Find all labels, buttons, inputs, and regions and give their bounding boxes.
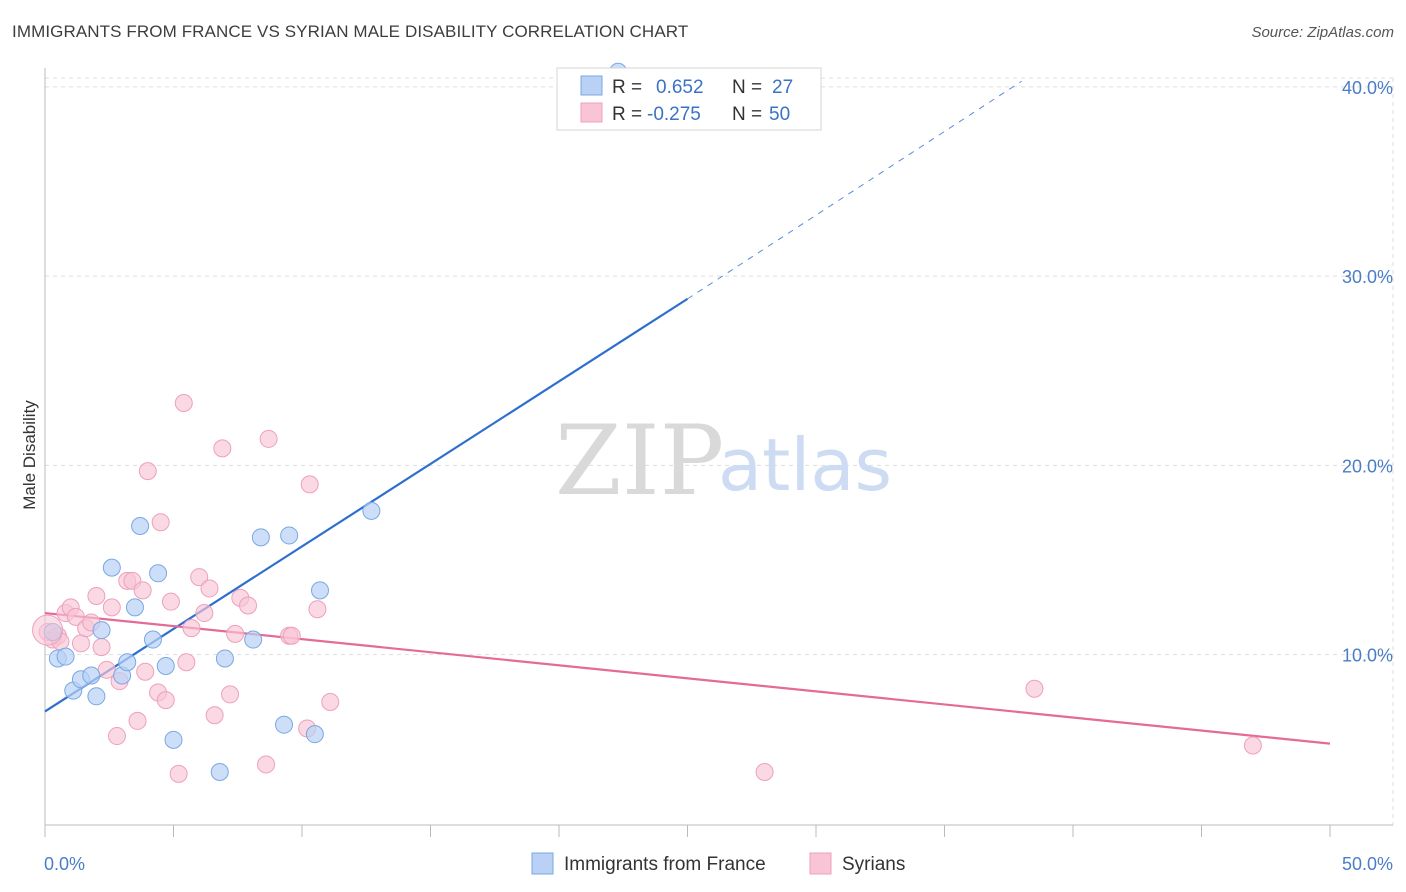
- point-syrians: [138, 462, 157, 481]
- legend-r-value-france: 0.652: [656, 77, 704, 98]
- bottom-legend: Immigrants from France Syrians: [531, 852, 905, 875]
- point-france: [251, 528, 270, 547]
- point-syrians: [200, 579, 219, 598]
- point-france: [82, 666, 101, 685]
- point-france: [164, 730, 183, 749]
- point-syrians: [102, 598, 121, 617]
- bottom-legend-label-syrians: Syrians: [842, 854, 905, 875]
- point-syrians: [239, 596, 258, 615]
- y-tick-label: 40.0%: [1342, 78, 1393, 98]
- bottom-legend-swatch-syrians: [809, 852, 832, 875]
- point-france: [280, 526, 299, 545]
- point-syrians-cluster: [32, 614, 64, 646]
- point-syrians: [87, 587, 106, 606]
- point-france: [275, 715, 294, 734]
- point-france: [210, 763, 229, 782]
- bottom-legend-swatch-france: [531, 852, 554, 875]
- point-syrians: [221, 685, 240, 704]
- point-france: [310, 581, 329, 600]
- point-syrians: [161, 592, 180, 611]
- legend-r-label-syrians: R =: [612, 104, 642, 125]
- point-syrians: [128, 711, 147, 730]
- point-syrians: [1243, 736, 1262, 755]
- point-syrians: [71, 634, 90, 653]
- point-france: [131, 516, 150, 535]
- point-france: [156, 657, 175, 676]
- point-syrians: [226, 624, 245, 643]
- legend: R = 0.652 N = 27 R = -0.275 N = 50: [556, 67, 822, 131]
- point-syrians: [755, 763, 774, 782]
- point-france: [305, 725, 324, 744]
- point-syrians: [174, 393, 193, 412]
- point-syrians: [1025, 679, 1044, 698]
- point-syrians: [151, 513, 170, 532]
- point-france: [118, 653, 137, 672]
- chart-source: Source: ZipAtlas.com: [1251, 24, 1394, 41]
- y-tick-label: 10.0%: [1342, 646, 1393, 666]
- x-tick-label-min: 0.0%: [44, 854, 85, 874]
- bottom-legend-label-france: Immigrants from France: [564, 854, 766, 875]
- y-tick-label: 30.0%: [1342, 267, 1393, 287]
- point-syrians: [169, 764, 188, 783]
- point-france: [149, 564, 168, 583]
- axis-layer: 10.0% 20.0% 30.0% 40.0% 0.0% 50.0%: [44, 68, 1393, 874]
- point-syrians: [133, 581, 152, 600]
- points-layer: [32, 62, 1262, 783]
- point-syrians: [213, 439, 232, 458]
- point-syrians: [205, 706, 224, 725]
- point-syrians: [190, 568, 209, 587]
- legend-n-value-syrians: 50: [769, 104, 790, 125]
- point-syrians: [308, 600, 327, 619]
- point-syrians: [107, 727, 126, 746]
- point-syrians: [177, 653, 196, 672]
- watermark-zip: ZIP: [555, 405, 724, 517]
- point-syrians: [136, 662, 155, 681]
- chart-title: IMMIGRANTS FROM FRANCE VS SYRIAN MALE DI…: [12, 22, 689, 41]
- point-france: [215, 649, 234, 668]
- legend-swatch-syrians: [580, 102, 603, 123]
- point-france: [143, 630, 162, 649]
- legend-n-value-france: 27: [772, 77, 793, 98]
- y-tick-label: 20.0%: [1342, 456, 1393, 476]
- point-syrians: [156, 691, 175, 710]
- point-syrians: [92, 638, 111, 657]
- point-france: [362, 501, 381, 520]
- watermark-atlas: atlas: [718, 423, 892, 507]
- y-axis-label: Male Disability: [20, 400, 39, 510]
- point-syrians: [257, 755, 276, 774]
- point-france: [102, 558, 121, 577]
- point-france: [244, 630, 263, 649]
- legend-n-label-syrians: N =: [732, 104, 762, 125]
- point-syrians: [259, 429, 278, 448]
- point-syrians: [300, 475, 319, 494]
- point-syrians: [321, 692, 340, 711]
- legend-r-label-france: R =: [612, 77, 642, 98]
- point-france: [92, 621, 111, 640]
- point-france: [56, 647, 75, 666]
- point-syrians: [282, 626, 301, 645]
- point-france: [87, 687, 106, 706]
- legend-n-label-france: N =: [732, 77, 762, 98]
- legend-swatch-france: [580, 75, 603, 96]
- legend-r-value-syrians: -0.275: [647, 104, 701, 125]
- watermark: ZIP atlas: [555, 405, 892, 517]
- point-syrians: [182, 619, 201, 638]
- x-tick-label-max: 50.0%: [1342, 854, 1393, 874]
- point-syrians: [195, 604, 214, 623]
- point-france: [125, 598, 144, 617]
